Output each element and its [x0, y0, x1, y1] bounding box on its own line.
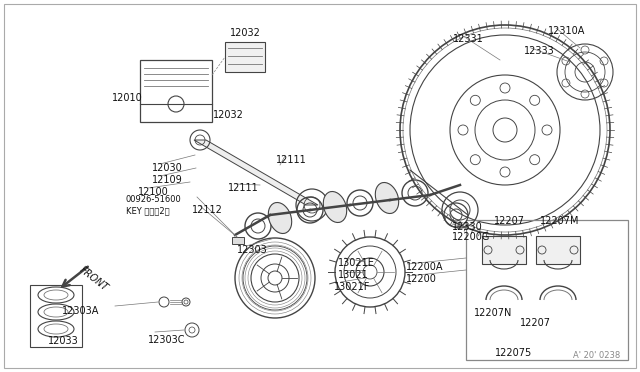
Text: 12207: 12207 — [520, 318, 551, 328]
Text: 13021F: 13021F — [334, 282, 371, 292]
Text: 12303: 12303 — [237, 245, 268, 255]
Text: 12303A: 12303A — [62, 306, 99, 316]
Text: 12200A: 12200A — [406, 262, 444, 272]
Ellipse shape — [323, 192, 347, 222]
Text: 12032: 12032 — [230, 28, 261, 38]
Text: FRONT: FRONT — [78, 265, 110, 294]
Text: 13021E: 13021E — [338, 258, 375, 268]
Text: 12010: 12010 — [112, 93, 143, 103]
Text: 12112: 12112 — [192, 205, 223, 215]
Text: 12310A: 12310A — [548, 26, 586, 36]
Text: 12100: 12100 — [138, 187, 169, 197]
Text: 12111: 12111 — [276, 155, 307, 165]
Text: 12330: 12330 — [452, 222, 483, 232]
Text: 00926-51600: 00926-51600 — [126, 195, 182, 204]
Bar — [225, 42, 265, 72]
Text: 12109: 12109 — [152, 175, 183, 185]
Ellipse shape — [375, 183, 399, 214]
Text: 12032: 12032 — [213, 110, 244, 120]
Bar — [30, 285, 82, 347]
Text: 12200: 12200 — [406, 274, 437, 284]
Text: 12207M: 12207M — [540, 216, 579, 226]
Bar — [536, 236, 580, 264]
Text: 12111: 12111 — [228, 183, 259, 193]
Text: A' 20' 0238: A' 20' 0238 — [573, 351, 620, 360]
Text: 12200G: 12200G — [452, 232, 490, 242]
Text: 12207: 12207 — [494, 216, 525, 226]
Bar — [466, 220, 628, 360]
Text: 122075: 122075 — [495, 348, 532, 358]
Text: 12030: 12030 — [152, 163, 183, 173]
Bar — [482, 236, 526, 264]
Ellipse shape — [268, 202, 292, 234]
Text: 12207N: 12207N — [474, 308, 513, 318]
Bar — [232, 237, 244, 244]
Text: KEY キ－（2）: KEY キ－（2） — [126, 206, 170, 215]
Polygon shape — [194, 140, 318, 205]
Bar — [140, 60, 212, 122]
Text: 12331: 12331 — [453, 34, 484, 44]
Text: 13021: 13021 — [338, 270, 369, 280]
Text: 12033: 12033 — [48, 336, 79, 346]
Text: 12303C: 12303C — [148, 335, 186, 345]
Text: 12333: 12333 — [524, 46, 555, 56]
